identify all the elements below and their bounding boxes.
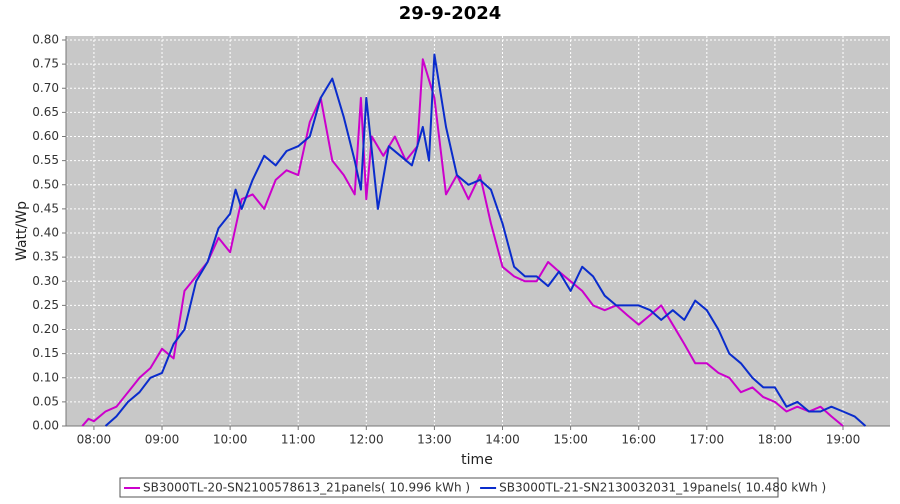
x-tick-label: 18:00	[758, 433, 793, 447]
y-axis-title: Watt/Wp	[14, 201, 30, 261]
y-tick-label: 0.00	[32, 419, 59, 433]
y-tick-label: 0.25	[32, 298, 59, 312]
legend-label: SB3000TL-21-SN2130032031_19panels( 10.48…	[499, 481, 826, 495]
x-tick-label: 09:00	[145, 433, 180, 447]
chart-title: 29-9-2024	[399, 3, 502, 24]
x-tick-label: 13:00	[417, 433, 452, 447]
x-tick-label: 10:00	[213, 433, 248, 447]
legend-box	[119, 477, 779, 498]
series-line	[104, 53, 867, 427]
y-tick-label: 0.10	[32, 370, 59, 384]
plot-area	[66, 36, 890, 426]
y-tick-label: 0.60	[32, 129, 59, 143]
y-tick-label: 0.15	[32, 346, 59, 360]
x-tick-label: 12:00	[349, 433, 384, 447]
x-tick-label: 16:00	[621, 433, 656, 447]
y-tick-label: 0.40	[32, 226, 59, 240]
y-tick-label: 0.30	[32, 274, 59, 288]
y-tick-label: 0.20	[32, 322, 59, 336]
x-tick-label: 11:00	[281, 433, 316, 447]
y-tick-label: 0.75	[32, 57, 59, 71]
x-axis-title: time	[461, 452, 493, 468]
y-tick-label: 0.80	[32, 33, 59, 47]
y-tick-label: 0.65	[32, 105, 59, 119]
x-tick-label: 08:00	[77, 433, 112, 447]
y-tick-label: 0.70	[32, 81, 59, 95]
y-tick-label: 0.05	[32, 394, 59, 408]
y-tick-label: 0.35	[32, 250, 59, 264]
y-tick-label: 0.50	[32, 177, 59, 191]
y-tick-label: 0.45	[32, 201, 59, 215]
x-tick-label: 14:00	[485, 433, 520, 447]
legend-label: SB3000TL-20-SN2100578613_21panels( 10.99…	[143, 481, 470, 495]
x-tick-label: 15:00	[553, 433, 588, 447]
x-tick-label: 17:00	[690, 433, 725, 447]
y-tick-label: 0.55	[32, 153, 59, 167]
x-tick-label: 19:00	[826, 433, 861, 447]
